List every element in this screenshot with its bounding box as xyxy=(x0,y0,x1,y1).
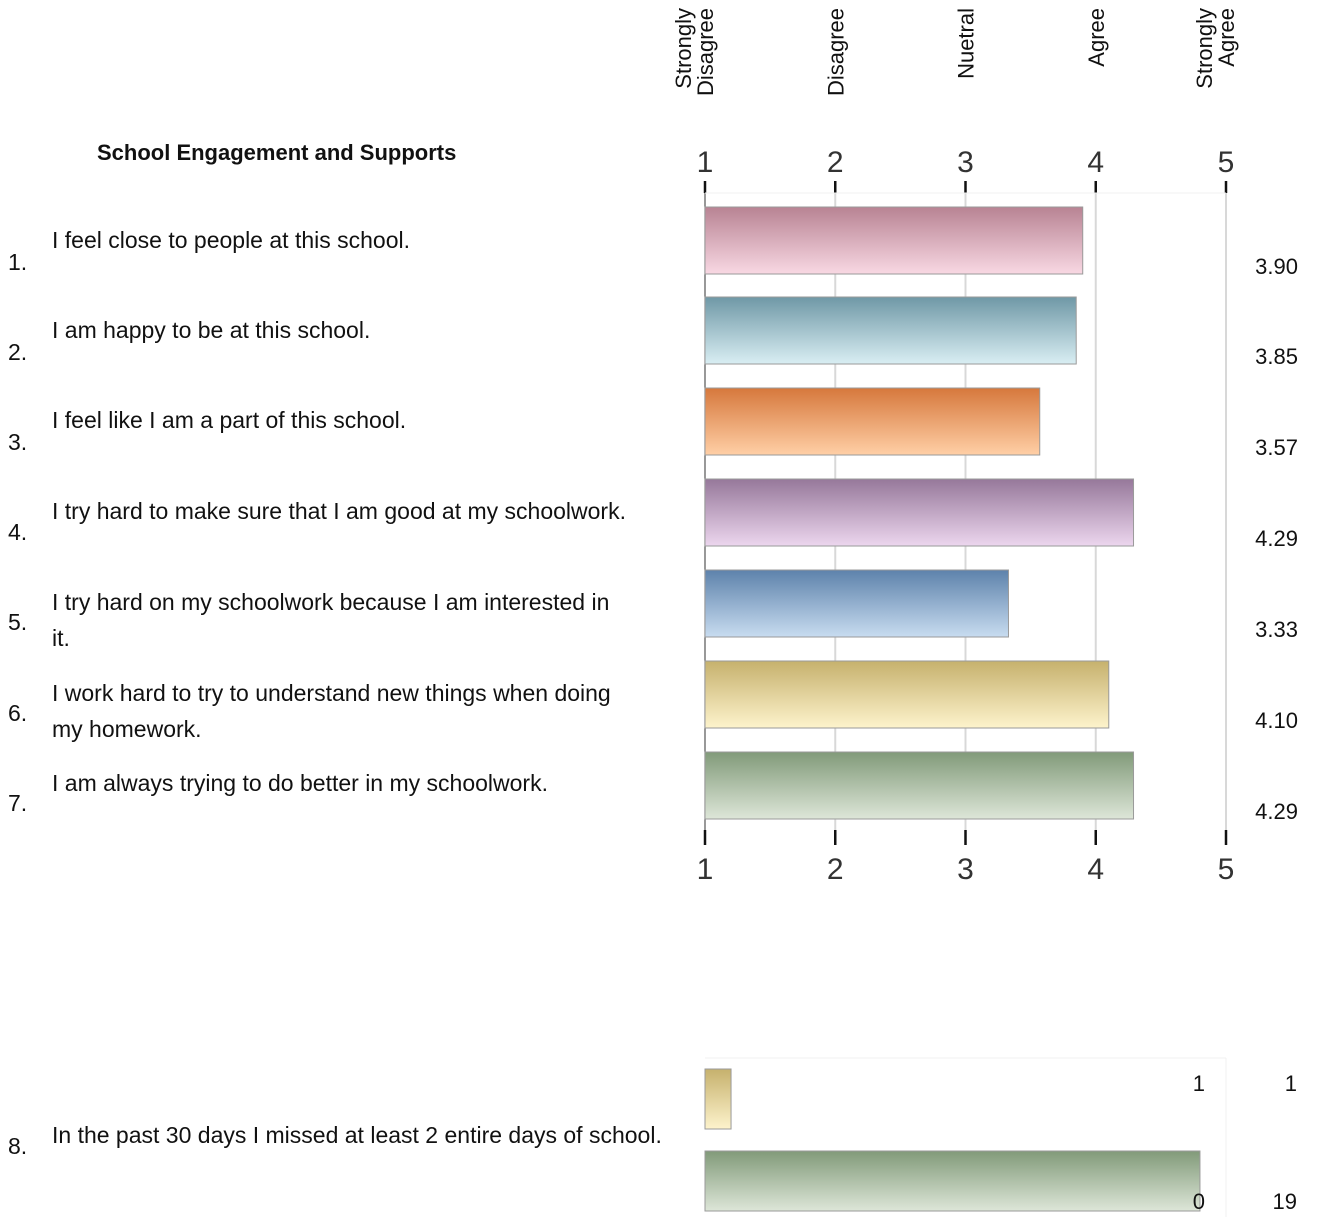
bar-value-label: 3.33 xyxy=(1255,617,1298,642)
question-text: I am happy to be at this school. xyxy=(52,317,371,343)
bars xyxy=(704,206,1135,820)
bar-value-label: 3.85 xyxy=(1255,344,1298,369)
question-text: I try hard to make sure that I am good a… xyxy=(52,498,626,524)
scale-label: Disagree xyxy=(823,8,848,96)
axis-ticks: 1 1 2 2 3 3 4 4 5 5 xyxy=(697,146,1235,886)
scale-label: StronglyDisagree xyxy=(671,8,718,96)
bar-category-label: 0 xyxy=(1193,1189,1205,1214)
bar-value-label: 3.90 xyxy=(1255,254,1298,279)
question-text: I am always trying to do better in my sc… xyxy=(52,770,548,796)
bar xyxy=(704,206,1084,275)
x-tick-label-bottom: 4 xyxy=(1087,853,1104,886)
x-tick-label-top: 1 xyxy=(697,146,714,179)
question-number: 5. xyxy=(8,609,28,635)
bar xyxy=(704,660,1110,729)
question-text: I try hard on my schoolwork because I am… xyxy=(52,589,610,651)
question-number: 1. xyxy=(8,249,28,275)
bar xyxy=(704,569,1009,638)
bar-value-label: 4.29 xyxy=(1255,526,1298,551)
question-text: I feel like I am a part of this school. xyxy=(52,407,407,433)
bar xyxy=(704,1150,1201,1212)
x-tick-label-bottom: 3 xyxy=(957,853,974,886)
question-text: In the past 30 days I missed at least 2 … xyxy=(52,1122,662,1148)
question-number: 2. xyxy=(8,339,28,365)
scale-labels: StronglyDisagree Disagree Nuetral Agree Stro… xyxy=(671,8,1239,96)
x-tick-label-top: 3 xyxy=(957,146,974,179)
question-number: 8. xyxy=(8,1133,28,1159)
x-tick-label-bottom: 2 xyxy=(827,853,844,886)
bar xyxy=(704,296,1077,365)
question-number: 7. xyxy=(8,790,28,816)
bar xyxy=(704,1068,732,1130)
bar-category-label: 1 xyxy=(1193,1071,1205,1096)
bar-value-label: 19 xyxy=(1273,1189,1297,1214)
bar-value-label: 3.57 xyxy=(1255,435,1298,460)
attendance-chart: 1 10 19 xyxy=(704,1057,1297,1217)
question-number: 3. xyxy=(8,429,28,455)
section-title: School Engagement and Supports xyxy=(97,140,457,165)
x-tick-label-bottom: 1 xyxy=(697,853,714,886)
bar xyxy=(704,751,1135,820)
bar-value-label: 4.29 xyxy=(1255,799,1298,824)
question-text: I work hard to try to understand new thi… xyxy=(52,680,611,742)
bar xyxy=(704,387,1041,456)
question-number: 4. xyxy=(8,519,28,545)
bar xyxy=(704,478,1135,547)
x-tick-label-bottom: 5 xyxy=(1218,853,1235,886)
bar-value-label: 4.10 xyxy=(1255,708,1298,733)
scale-label: Nuetral xyxy=(954,8,979,79)
x-tick-label-top: 4 xyxy=(1087,146,1104,179)
question-text: I feel close to people at this school. xyxy=(52,227,410,253)
scale-label: Agree xyxy=(1084,8,1109,67)
value-labels: 3.90 3.85 3.57 4.29 3.33 4.10 4.29 xyxy=(1255,254,1298,824)
question-number: 6. xyxy=(8,700,28,726)
x-tick-label-top: 2 xyxy=(827,146,844,179)
bar-value-label: 1 xyxy=(1285,1071,1297,1096)
x-tick-label-top: 5 xyxy=(1218,146,1235,179)
scale-label: StronglyAgree xyxy=(1192,8,1239,89)
